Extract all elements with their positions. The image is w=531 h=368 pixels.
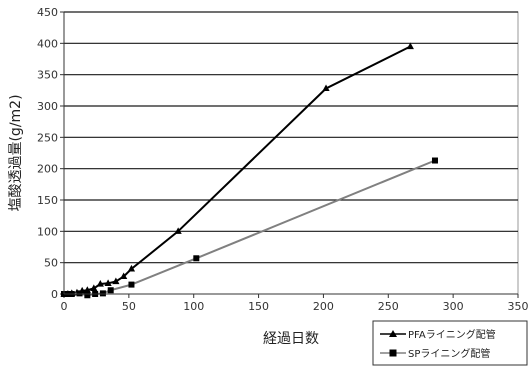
- data-point-triangle: [120, 272, 128, 280]
- x-tick-label: 200: [313, 300, 334, 313]
- y-tick-label: 300: [37, 100, 58, 113]
- legend-label-sp: SPライニング配管: [408, 347, 490, 360]
- y-axis-title: 塩酸透過量(g/m2): [8, 94, 24, 211]
- x-tick-label: 0: [61, 300, 68, 313]
- data-point-triangle: [174, 227, 182, 234]
- y-tick-label: 50: [44, 257, 58, 270]
- data-point-square: [431, 157, 438, 164]
- x-tick-label: 300: [443, 300, 464, 313]
- y-tick-label: 100: [37, 225, 58, 238]
- y-tick-label: 450: [37, 6, 58, 19]
- legend-box: [372, 320, 528, 366]
- data-point-triangle: [112, 277, 120, 285]
- x-tick-label: 150: [248, 300, 269, 313]
- plot-area: [63, 11, 519, 295]
- data-point-square: [193, 255, 200, 262]
- y-tick-label: 150: [37, 194, 58, 207]
- data-point-square: [107, 287, 114, 294]
- x-axis-title: 経過日数: [263, 331, 319, 347]
- grid: [64, 11, 518, 264]
- x-tick-label: 50: [122, 300, 136, 313]
- data-point-triangle: [127, 264, 136, 272]
- data-point-square: [84, 292, 91, 299]
- legend-marker-triangle: [389, 330, 397, 337]
- y-ticks: 0 50 100 150 200 250 300 350 400 450: [37, 6, 64, 301]
- data-point-triangle: [104, 279, 112, 286]
- y-tick-label: 0: [51, 288, 58, 301]
- y-tick-label: 200: [37, 163, 58, 176]
- x-tick-label: 350: [508, 300, 529, 313]
- x-ticks: 0 50 100 150 200 250 300 350: [61, 294, 529, 313]
- legend: PFAライニング配管 SPライニング配管: [372, 320, 528, 366]
- legend-label-pfa: PFAライニング配管: [408, 328, 496, 341]
- data-point-square: [128, 281, 135, 288]
- data-point-square: [76, 290, 83, 297]
- y-tick-label: 350: [37, 69, 58, 82]
- data-point-triangle: [406, 42, 414, 50]
- legend-marker-square: [389, 349, 397, 357]
- data-point-triangle: [83, 286, 91, 293]
- data-point-triangle: [90, 284, 98, 291]
- data-point-triangle: [96, 279, 104, 287]
- x-tick-label: 250: [378, 300, 399, 313]
- y-tick-label: 400: [37, 37, 58, 50]
- data-point-square: [99, 290, 106, 297]
- x-tick-label: 100: [183, 300, 204, 313]
- y-tick-label: 250: [37, 131, 58, 144]
- data-point-triangle: [322, 84, 330, 92]
